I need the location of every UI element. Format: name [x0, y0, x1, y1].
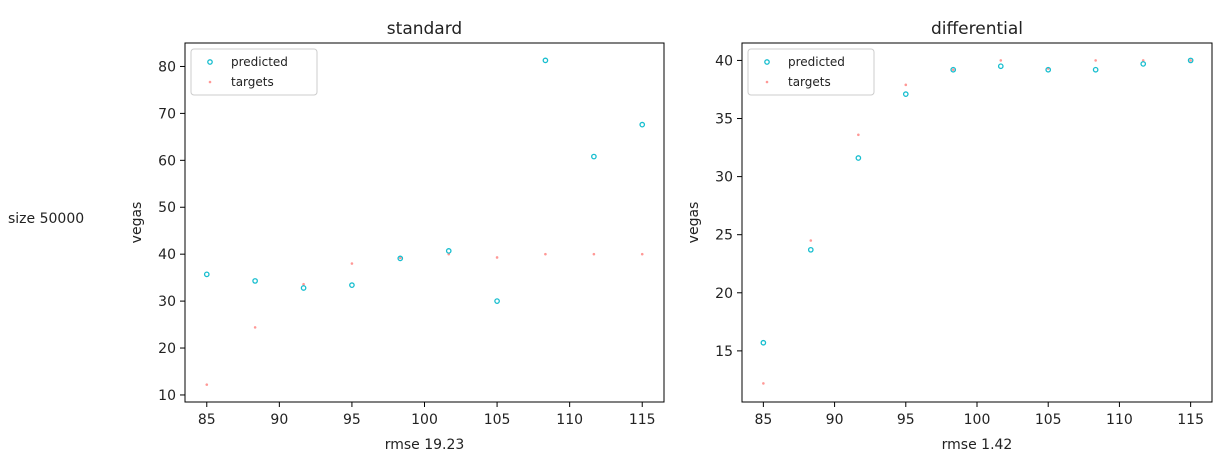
differential-target-point — [1094, 59, 1097, 62]
differential-target-point — [762, 382, 765, 385]
standard-legend-targets-marker — [208, 80, 212, 84]
standard-target-point — [592, 252, 596, 256]
standard-target-point — [350, 262, 354, 265]
standard-predicted-point — [203, 271, 210, 278]
differential-x-tick-label: 115 — [1177, 412, 1204, 428]
differential-target-point — [1141, 59, 1145, 62]
standard-predicted-point — [300, 285, 307, 291]
differential-target-point — [809, 239, 813, 242]
standard-title: standard — [387, 19, 462, 39]
differential-y-tick-label: 20 — [715, 286, 733, 302]
standard-x-axis-label: rmse 19.23 — [385, 437, 465, 453]
standard-legend-predicted-label: predicted — [231, 55, 288, 69]
differential-predicted-point — [807, 246, 814, 253]
standard-predicted-point — [494, 298, 500, 304]
differential-y-tick-label: 35 — [715, 112, 733, 128]
standard-y-tick-label: 80 — [158, 59, 176, 75]
standard-y-axis-label: vegas — [129, 202, 145, 244]
standard-y-tick-label: 20 — [158, 341, 176, 357]
differential-x-axis-label: rmse 1.42 — [942, 437, 1013, 453]
standard-y-tick-label: 40 — [158, 247, 176, 263]
standard-y-tick-label: 60 — [158, 153, 176, 169]
differential-x-tick-label: 95 — [897, 412, 915, 428]
differential-y-tick-label: 25 — [715, 228, 733, 244]
differential-x-tick-label: 105 — [1035, 412, 1062, 428]
standard-predicted-point — [445, 248, 452, 254]
standard-target-point — [253, 326, 257, 329]
differential-x-tick-label: 85 — [754, 412, 772, 428]
standard-target-point — [398, 256, 402, 260]
standard-legend-box — [190, 48, 318, 96]
standard-predicted-point — [591, 153, 597, 160]
standard-predicted-point — [252, 278, 258, 284]
differential-target-point — [1189, 59, 1192, 62]
standard-legend-targets-label: targets — [231, 75, 274, 89]
differential-legend-targets-marker — [765, 80, 769, 84]
standard-target-point — [640, 252, 644, 256]
differential-legend-predicted-label: predicted — [788, 55, 845, 69]
standard-predicted-point — [639, 121, 646, 128]
standard-predicted-point — [349, 282, 355, 288]
differential-target-point — [999, 59, 1003, 62]
differential-y-tick-label: 40 — [715, 53, 733, 69]
differential-predicted-point — [997, 63, 1004, 70]
differential-y-tick-label: 30 — [715, 170, 733, 186]
differential-predicted-point — [1092, 66, 1099, 73]
standard-legend-predicted-marker — [207, 59, 213, 65]
standard-axes-frame — [184, 42, 665, 403]
differential-x-tick-label: 100 — [964, 412, 991, 428]
standard-target-point — [544, 252, 547, 256]
standard-predicted-point — [397, 255, 404, 262]
standard-y-tick-label: 70 — [158, 106, 176, 122]
differential-y-axis-label: vegas — [686, 202, 702, 244]
differential-predicted-point — [760, 339, 767, 346]
standard-y-tick-label: 30 — [158, 294, 176, 310]
differential-predicted-point — [950, 66, 957, 73]
differential-legend-predicted-marker — [764, 59, 770, 65]
standard-target-point — [495, 256, 499, 259]
differential-predicted-point — [1187, 57, 1194, 64]
standard-target-point — [205, 383, 209, 386]
standard-x-tick-label: 85 — [198, 412, 216, 428]
standard-y-tick-label: 50 — [158, 200, 176, 216]
standard-x-tick-label: 105 — [484, 412, 511, 428]
differential-y-tick-label: 15 — [715, 344, 733, 360]
differential-target-point — [951, 68, 955, 72]
differential-predicted-point — [1045, 66, 1052, 73]
differential-title: differential — [931, 19, 1023, 39]
differential-x-tick-label: 110 — [1106, 412, 1133, 428]
standard-x-tick-label: 90 — [270, 412, 288, 428]
standard-target-point — [302, 282, 305, 286]
differential-legend-targets-label: targets — [788, 75, 831, 89]
standard-x-tick-label: 100 — [411, 412, 438, 428]
differential-target-point — [857, 133, 860, 137]
standard-x-tick-label: 95 — [343, 412, 361, 428]
differential-predicted-point — [902, 91, 909, 97]
differential-target-point — [904, 83, 908, 87]
differential-predicted-point — [1140, 61, 1147, 67]
differential-x-tick-label: 90 — [826, 412, 844, 428]
standard-predicted-point — [542, 57, 549, 64]
standard-x-tick-label: 115 — [629, 412, 656, 428]
row-label: size 50000 — [8, 211, 85, 227]
differential-predicted-point — [855, 155, 862, 161]
standard-y-tick-label: 10 — [158, 388, 176, 404]
differential-legend-box — [747, 48, 875, 96]
standard-x-tick-label: 110 — [556, 412, 583, 428]
differential-axes-frame — [741, 42, 1213, 403]
